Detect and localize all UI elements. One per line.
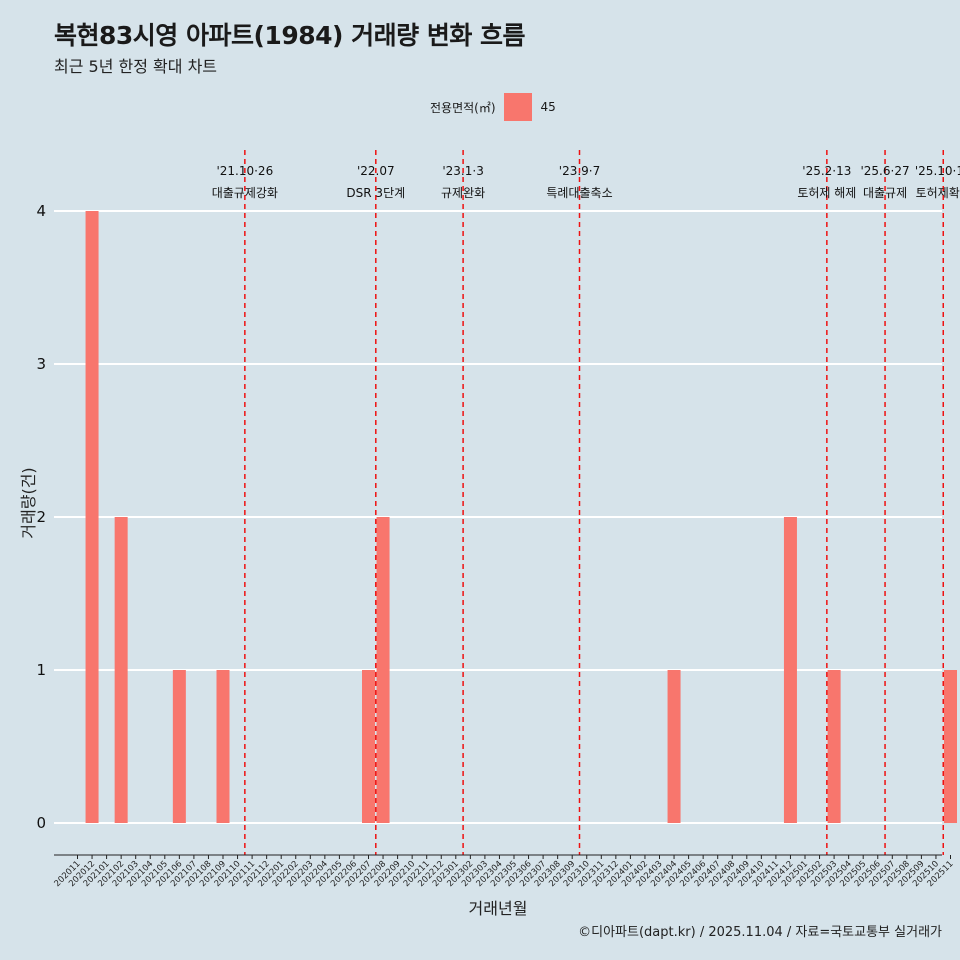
event-label: 규제완화 xyxy=(441,186,485,200)
legend: 전용면적(㎡) 45 xyxy=(430,93,556,121)
event-date: '21.10·26 xyxy=(216,164,273,178)
y-axis-title: 거래량(건) xyxy=(19,467,38,538)
grid-lines xyxy=(54,210,942,824)
event-date: '22.07 xyxy=(357,164,395,178)
chart-title: 복현83시영 아파트(1984) 거래량 변화 흐름 xyxy=(54,21,526,50)
legend-label: 45 xyxy=(540,100,556,114)
event-date: '25.10·15 xyxy=(915,164,960,178)
legend-title: 전용면적(㎡) xyxy=(430,100,496,115)
bar-202106 xyxy=(172,670,186,823)
bar-202503 xyxy=(827,670,841,823)
bar-202404 xyxy=(667,670,681,823)
bar-202412 xyxy=(783,517,797,823)
bar-202102 xyxy=(114,517,128,823)
bar-series xyxy=(85,211,957,823)
y-tick-label: 3 xyxy=(36,355,46,373)
event-date: '25.6·27 xyxy=(860,164,909,178)
x-axis: 2020112020122021012021022021032021042021… xyxy=(53,854,956,889)
event-label: 대출규제 xyxy=(863,186,907,200)
event-date: '25.2·13 xyxy=(802,164,851,178)
y-axis: 0 1 2 3 4 xyxy=(36,202,46,832)
y-tick-label: 4 xyxy=(36,202,46,220)
legend-swatch xyxy=(503,93,532,121)
event-label: 대출규제강화 xyxy=(212,186,278,200)
bar-202207 xyxy=(362,670,375,823)
y-tick-label: 0 xyxy=(36,814,46,832)
y-tick-label: 1 xyxy=(36,661,46,679)
bar-202511 xyxy=(944,670,957,823)
event-label: DSR 3단계 xyxy=(346,186,405,200)
caption: ©디아파트(dapt.kr) / 2025.11.04 / 자료=국토교통부 실… xyxy=(578,925,942,940)
y-tick-label: 2 xyxy=(36,508,46,526)
event-date: '23.1·3 xyxy=(442,164,483,178)
bar-202208 xyxy=(376,517,390,823)
x-axis-title: 거래년월 xyxy=(469,899,528,918)
bar-202109 xyxy=(216,670,230,823)
event-label: 토허제확대 xyxy=(916,186,960,200)
event-label: 토허제 해제 xyxy=(797,186,856,200)
event-markers: '21.10·26 대출규제강화 '22.07 DSR 3단계 '23.1·3 규제완화 '… xyxy=(212,150,960,855)
bar-202012 xyxy=(85,211,99,823)
event-label: 특례대출축소 xyxy=(546,186,612,200)
event-date: '23.9·7 xyxy=(559,164,600,178)
chart-subtitle: 최근 5년 한정 확대 차트 xyxy=(54,57,218,76)
